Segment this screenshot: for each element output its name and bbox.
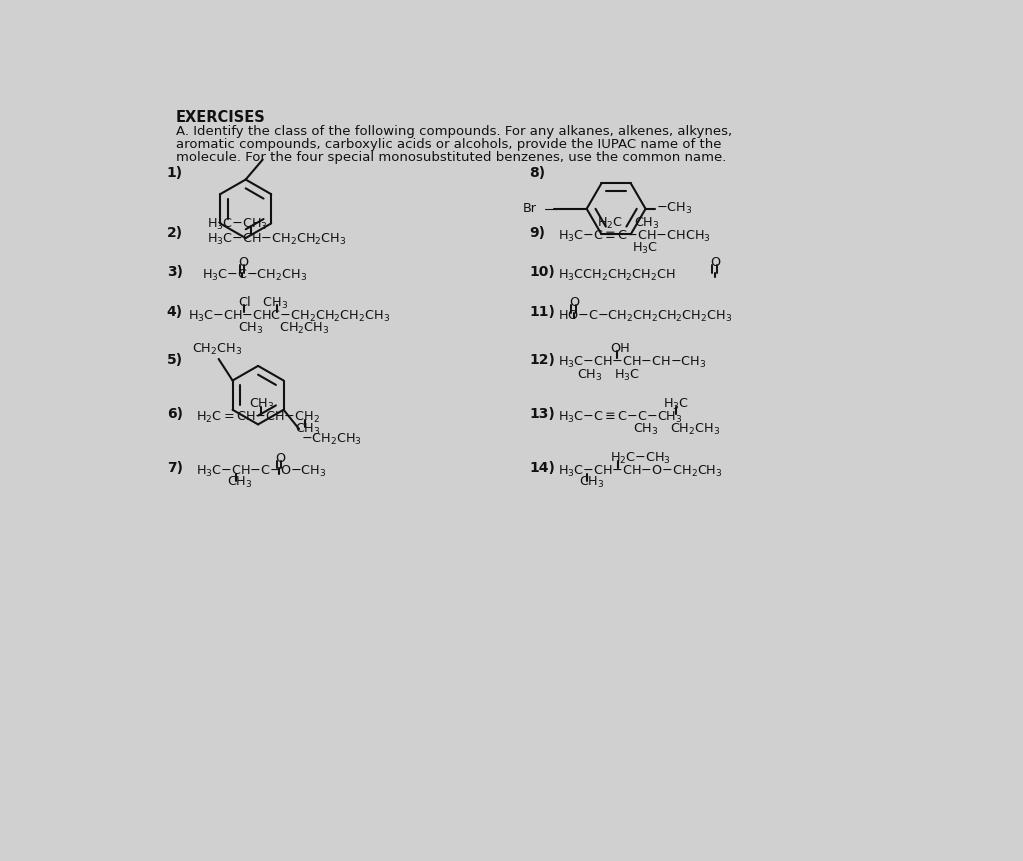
Text: $\mathsf{HO{-}C{-}CH_2CH_2CH_2CH_2CH_3}$: $\mathsf{HO{-}C{-}CH_2CH_2CH_2CH_2CH_3}$ [558,309,732,324]
Text: $\mathsf{H_2C{-}CH_3}$: $\mathsf{H_2C{-}CH_3}$ [610,451,671,466]
Text: $\mathsf{H_3C{-}CH{-}CH{-}O{-}CH_2CH_3}$: $\mathsf{H_3C{-}CH{-}CH{-}O{-}CH_2CH_3}$ [558,464,722,479]
Text: 12): 12) [529,353,555,367]
Text: $\mathsf{H_3C{-}C{-}CH_2CH_3}$: $\mathsf{H_3C{-}C{-}CH_2CH_3}$ [202,268,307,282]
Text: 3): 3) [167,265,183,279]
Text: $\mathsf{CH_3\ \ \ H_3C}$: $\mathsf{CH_3\ \ \ H_3C}$ [577,368,640,382]
Text: $\mathsf{H_3C}$: $\mathsf{H_3C}$ [663,397,688,412]
Text: 7): 7) [167,461,183,474]
Text: $\mathsf{H_3C{-}CH_3}$: $\mathsf{H_3C{-}CH_3}$ [207,217,268,232]
Text: 2): 2) [167,226,183,240]
Text: $-$CH$_3$: $-$CH$_3$ [656,201,692,216]
Text: 10): 10) [529,265,555,279]
Text: O: O [570,296,580,309]
Text: 5): 5) [167,353,183,367]
Text: Br: Br [523,202,537,215]
Text: 8): 8) [529,166,545,181]
Text: A. Identify the class of the following compounds. For any alkanes, alkenes, alky: A. Identify the class of the following c… [176,126,732,139]
Text: 14): 14) [529,461,555,474]
Text: 1): 1) [167,166,183,181]
Text: molecule. For the four special monosubstituted benzenes, use the common name.: molecule. For the four special monosubst… [176,152,726,164]
Text: O: O [711,257,721,269]
Text: $\mathsf{CH_3}$: $\mathsf{CH_3}$ [227,475,253,491]
Text: $\mathsf{H_3C{-}C{\equiv}C{-}CH{-}CHCH_3}$: $\mathsf{H_3C{-}C{\equiv}C{-}CH{-}CHCH_3… [558,229,711,244]
Text: $\mathsf{H_3CCH_2CH_2CH_2CH}$: $\mathsf{H_3CCH_2CH_2CH_2CH}$ [558,268,676,282]
Text: aromatic compounds, carboxylic acids or alcohols, provide the IUPAC name of the: aromatic compounds, carboxylic acids or … [176,139,721,152]
Text: $\mathsf{CH_3\ \ \ \ CH_2CH_3}$: $\mathsf{CH_3\ \ \ \ CH_2CH_3}$ [238,321,329,337]
Text: $\mathsf{H_3C{-}CH{-}CH_2CH_2CH_3}$: $\mathsf{H_3C{-}CH{-}CH_2CH_2CH_3}$ [207,232,347,247]
Text: $\mathsf{CH_2CH_3}$: $\mathsf{CH_2CH_3}$ [192,342,242,357]
Text: $\mathsf{Cl\ \ \ CH_3}$: $\mathsf{Cl\ \ \ CH_3}$ [238,294,288,311]
Text: $\mathsf{CH_3\ \ \ CH_2CH_3}$: $\mathsf{CH_3\ \ \ CH_2CH_3}$ [633,422,720,437]
Text: $\mathsf{CH_3}$: $\mathsf{CH_3}$ [579,475,605,491]
Text: $\mathsf{H_2C{=}CH{-}CH{-}CH_2}$: $\mathsf{H_2C{=}CH{-}CH{-}CH_2}$ [196,410,320,425]
Text: 4): 4) [167,305,183,319]
Text: OH: OH [610,343,630,356]
Text: $\mathsf{H_3C}$: $\mathsf{H_3C}$ [631,241,658,257]
Text: $-\mathsf{CH_2CH_3}$: $-\mathsf{CH_2CH_3}$ [301,431,361,447]
Text: $\mathsf{H_3C{-}CH{-}C{-}O{-}CH_3}$: $\mathsf{H_3C{-}CH{-}C{-}O{-}CH_3}$ [196,464,326,479]
Text: 11): 11) [529,305,555,319]
Text: $\mathsf{H_3C{-}C{\equiv}C{-}C{-}CH_3}$: $\mathsf{H_3C{-}C{\equiv}C{-}C{-}CH_3}$ [558,410,682,425]
Text: $\mathsf{H_3C{-}CH{-}CHC{-}CH_2CH_2CH_2CH_3}$: $\mathsf{H_3C{-}CH{-}CHC{-}CH_2CH_2CH_2C… [188,309,391,324]
Text: $\mathsf{CH_3}$: $\mathsf{CH_3}$ [296,422,321,437]
Text: EXERCISES: EXERCISES [176,110,266,126]
Text: 13): 13) [529,406,555,421]
Text: O: O [238,257,248,269]
Text: O: O [275,452,285,465]
Text: 9): 9) [529,226,545,240]
Text: 6): 6) [167,406,183,421]
Text: $\mathsf{H_3C{-}CH{-}CH{-}CH{-}CH_3}$: $\mathsf{H_3C{-}CH{-}CH{-}CH{-}CH_3}$ [558,356,707,370]
Text: $\mathsf{H_2C\ \ \ CH_3}$: $\mathsf{H_2C\ \ \ CH_3}$ [596,216,660,231]
Text: $\mathsf{CH_3}$: $\mathsf{CH_3}$ [249,397,274,412]
